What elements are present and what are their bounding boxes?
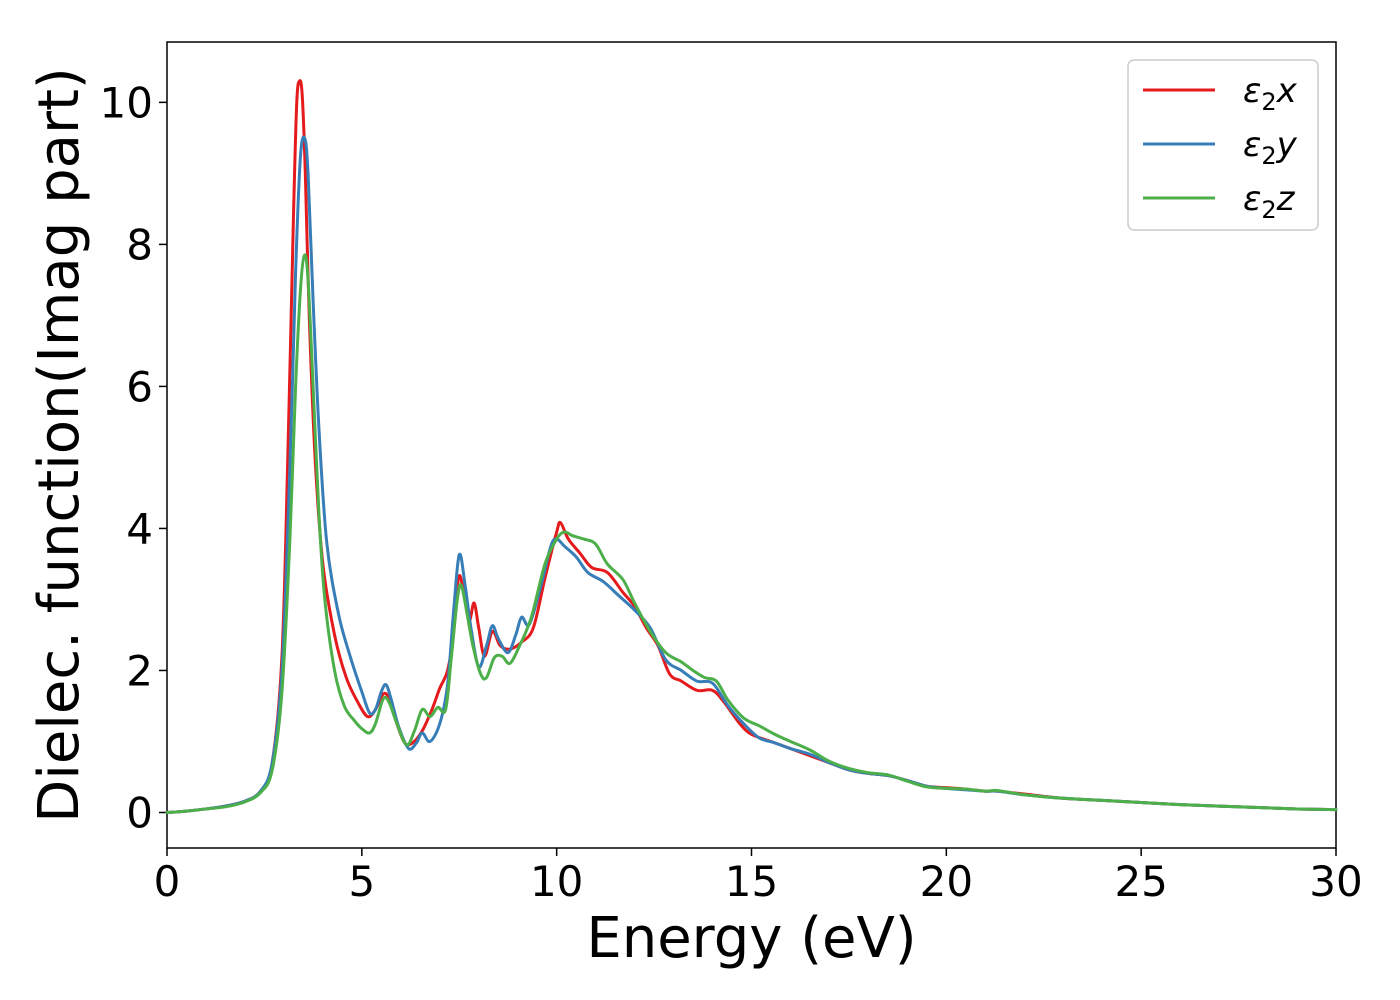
legend: ε2x ε2y ε2z: [1127, 59, 1319, 231]
y-axis-label: Dielec. function(Imag part): [27, 67, 92, 823]
x-axis: 0 5 10 15 20 25 30: [154, 848, 1363, 906]
y-axis: 0 2 4 6 8 10: [100, 78, 167, 837]
y-tick-label: 4: [126, 504, 153, 553]
x-axis-label: Energy (eV): [586, 906, 916, 971]
y-tick-label: 8: [126, 220, 153, 269]
x-tick-label: 5: [348, 857, 375, 906]
y-tick-label: 6: [126, 362, 153, 411]
y-tick-label: 2: [126, 646, 153, 695]
x-tick-label: 30: [1309, 857, 1362, 906]
legend-label-3: ε2z: [1243, 179, 1296, 224]
y-tick-label: 10: [100, 78, 153, 127]
x-tick-label: 15: [725, 857, 778, 906]
x-tick-label: 10: [530, 857, 583, 906]
y-tick-label: 0: [126, 788, 153, 837]
legend-label-2: ε2y: [1243, 125, 1298, 170]
x-tick-label: 0: [154, 857, 181, 906]
series-line-3: [165, 253, 1338, 814]
legend-label-1: ε2x: [1243, 71, 1298, 116]
series-layer: [165, 79, 1338, 814]
x-tick-label: 20: [920, 857, 973, 906]
legend-box: [1127, 59, 1319, 231]
x-tick-label: 25: [1114, 857, 1167, 906]
